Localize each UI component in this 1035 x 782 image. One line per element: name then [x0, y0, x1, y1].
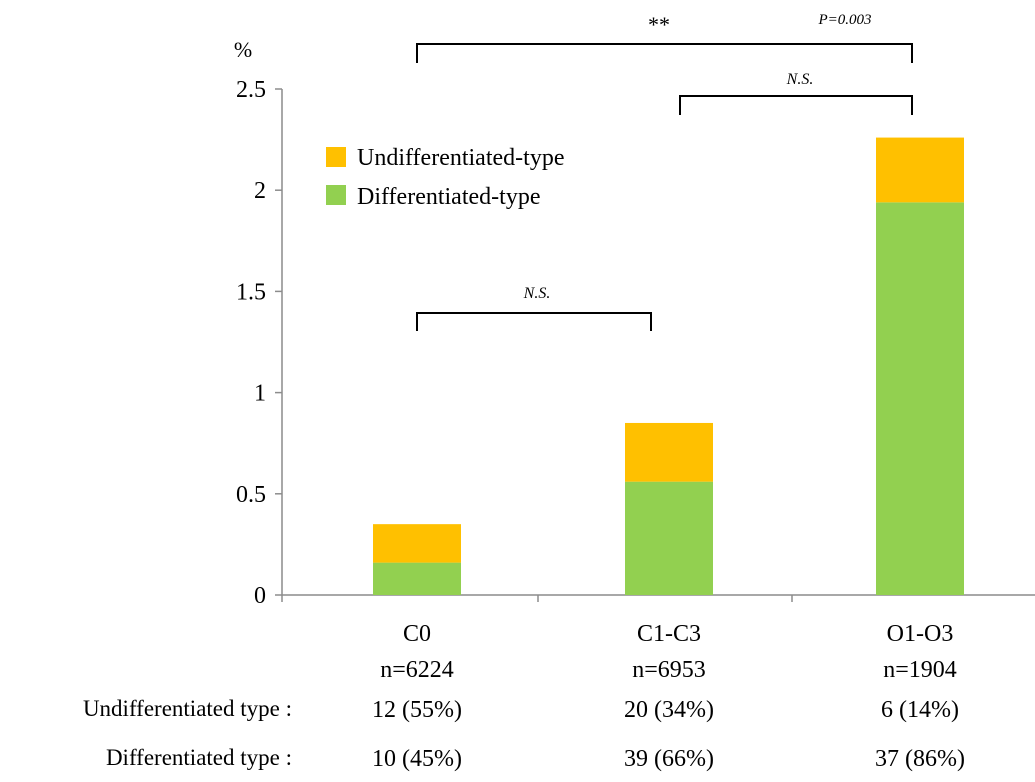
legend-swatch-differentiated	[326, 185, 346, 205]
sample-size-label: n=6953	[632, 657, 706, 683]
category-label: C1-C3	[637, 621, 701, 647]
legend-label-undifferentiated: Undifferentiated-type	[357, 145, 564, 171]
table-cells: 12 (55%) 20 (34%) 6 (14%) 10 (45%) 39 (66%) 3…	[372, 697, 965, 772]
ns-label: N.S.	[786, 71, 814, 88]
legend-label-differentiated: Differentiated-type	[357, 184, 540, 210]
significance-bracket-c0-o1o3: ** P=0.003	[416, 12, 913, 63]
sample-size-label: n=1904	[883, 657, 957, 683]
significance-bracket-c1c3-o1o3: N.S.	[679, 71, 913, 115]
significance-bracket-c0-c1c3: N.S.	[416, 285, 652, 331]
count-table: Undifferentiated type : Differentiated t…	[83, 696, 965, 772]
bracket-line	[416, 43, 913, 63]
table-cell: 37 (86%)	[875, 746, 965, 772]
p-value-label: P=0.003	[817, 12, 871, 28]
table-cell: 20 (34%)	[624, 697, 714, 723]
y-tick-label: 2.5	[236, 77, 266, 103]
y-tick-label: 2	[254, 178, 266, 204]
category-label: C0	[403, 621, 431, 647]
x-ticks	[281, 595, 793, 602]
legend-swatch-undifferentiated	[326, 147, 346, 167]
y-tick-label: 0	[254, 583, 266, 609]
category-label: O1-O3	[887, 621, 954, 647]
y-tick-label: 0.5	[236, 482, 266, 508]
bracket-line	[416, 312, 652, 331]
y-tick-label: 1	[254, 381, 266, 407]
bar-segment-differentiated-type	[625, 481, 713, 595]
table-cell: 12 (55%)	[372, 697, 462, 723]
y-axis-label: %	[234, 37, 252, 62]
category-labels: C0 n=6224 C1-C3 n=6953 O1-O3 n=1904	[380, 621, 957, 683]
bar-segment-differentiated-type	[876, 202, 964, 595]
bar-segment-undifferentiated-type	[876, 137, 964, 203]
y-ticks: 0 0.5 1 1.5 2 2.5	[236, 77, 282, 609]
table-cell: 10 (45%)	[372, 746, 462, 772]
bars	[373, 137, 964, 595]
bar-segment-undifferentiated-type	[625, 422, 713, 482]
sample-size-label: n=6224	[380, 657, 454, 683]
table-cell: 6 (14%)	[881, 697, 959, 723]
table-row-label-undifferentiated: Undifferentiated type :	[83, 696, 292, 721]
legend: Undifferentiated-type Differentiated-typ…	[326, 145, 564, 210]
table-cell: 39 (66%)	[624, 746, 714, 772]
significance-stars: **	[648, 12, 670, 37]
bar-segment-differentiated-type	[373, 562, 461, 595]
y-tick-label: 1.5	[236, 279, 266, 305]
bar-segment-undifferentiated-type	[373, 524, 461, 563]
table-row-label-differentiated: Differentiated type :	[106, 745, 292, 770]
ns-label: N.S.	[523, 285, 551, 302]
bracket-line	[679, 95, 913, 115]
